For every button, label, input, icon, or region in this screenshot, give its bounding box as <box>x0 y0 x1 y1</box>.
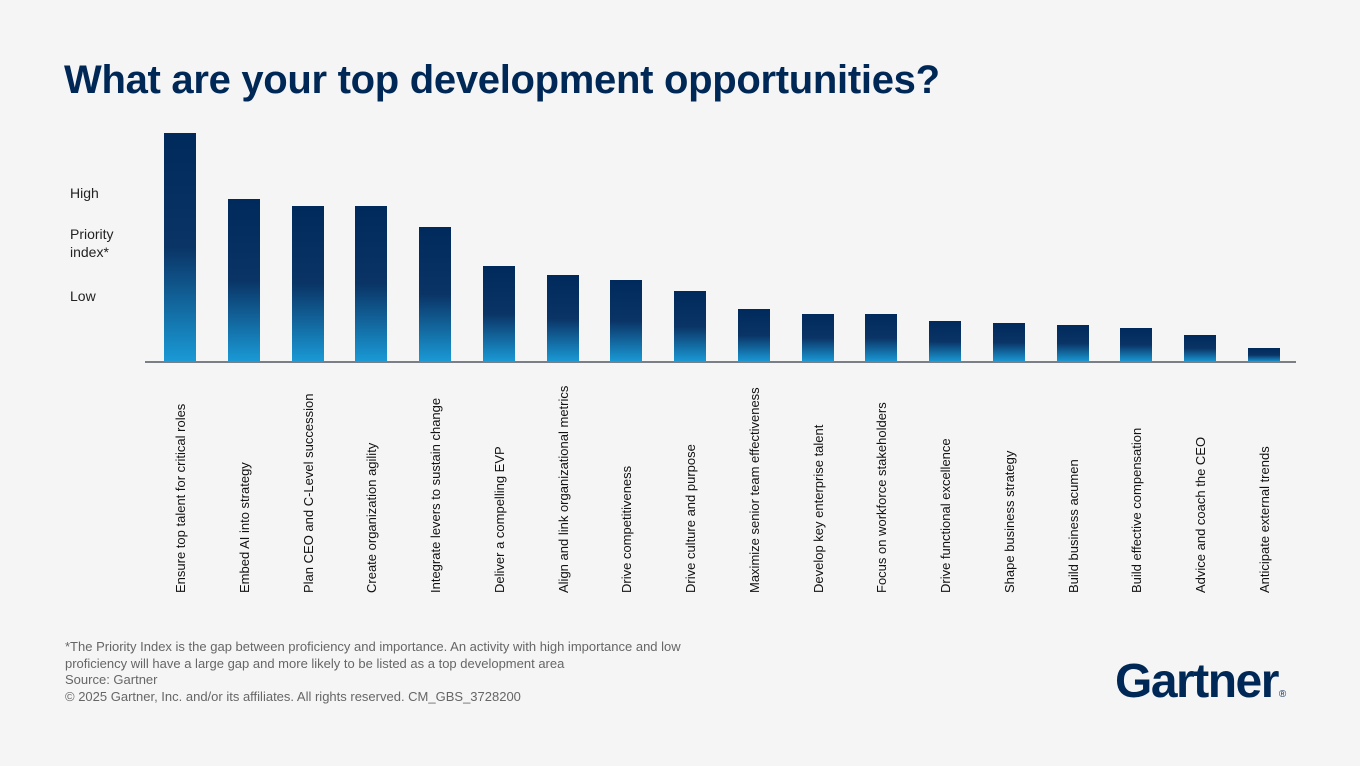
bar <box>737 309 770 362</box>
x-tick-label: Drive competitiveness <box>618 465 634 593</box>
x-tick-label: Integrate levers to sustain change <box>427 397 443 593</box>
y-tick-high: High <box>70 185 99 201</box>
bar <box>1247 348 1280 362</box>
bar <box>546 274 579 362</box>
gartner-logo: Gartner® <box>1115 654 1286 709</box>
x-tick-label: Embed AI into strategy <box>236 462 252 593</box>
x-tick-label: Plan CEO and C-Level succession <box>300 393 316 593</box>
x-tick-label: Create organization agility <box>363 442 379 593</box>
bar <box>355 206 388 362</box>
bar <box>610 279 643 362</box>
bar <box>1120 327 1153 362</box>
bar <box>164 133 196 362</box>
footnote-definition: *The Priority Index is the gap between p… <box>65 639 681 671</box>
bar <box>227 199 260 362</box>
bar <box>929 320 962 362</box>
x-tick-label: Build business acumen <box>1065 459 1081 593</box>
x-tick-label: Develop key enterprise talent <box>810 424 826 593</box>
footnote-copyright: © 2025 Gartner, Inc. and/or its affiliat… <box>65 688 521 704</box>
y-tick-low: Low <box>70 288 96 304</box>
x-tick-label: Drive functional excellence <box>937 438 953 593</box>
footnote-source: Source: Gartner <box>65 672 158 687</box>
bar <box>482 265 515 362</box>
registered-mark: ® <box>1278 689 1287 700</box>
x-axis-line <box>145 361 1296 363</box>
logo-text: Gartner <box>1115 655 1279 708</box>
bar <box>419 226 452 362</box>
x-tick-label: Ensure top talent for critical roles <box>172 403 188 593</box>
x-tick-label: Build effective compensation <box>1128 427 1144 593</box>
x-tick-label: Drive culture and purpose <box>682 444 698 593</box>
bar <box>1056 325 1089 362</box>
bar <box>865 313 898 362</box>
x-tick-label: Align and link organizational metrics <box>555 385 571 593</box>
bar <box>674 291 707 362</box>
bar <box>1184 334 1217 362</box>
x-tick-label: Deliver a compelling EVP <box>491 446 507 593</box>
bar <box>291 206 324 362</box>
bar <box>801 313 834 362</box>
x-tick-label: Maximize senior team effectiveness <box>746 387 762 593</box>
x-tick-label: Shape business strategy <box>1001 450 1017 593</box>
bar <box>992 323 1025 362</box>
footnotes: *The Priority Index is the gap between p… <box>65 639 725 705</box>
x-tick-label: Anticipate external trends <box>1256 446 1272 593</box>
chart-title: What are your top development opportunit… <box>64 58 940 102</box>
x-tick-label: Focus on workforce stakeholders <box>873 402 889 593</box>
y-axis-label: Priority index* <box>70 226 114 260</box>
x-tick-label: Advice and coach the CEO <box>1192 436 1208 593</box>
